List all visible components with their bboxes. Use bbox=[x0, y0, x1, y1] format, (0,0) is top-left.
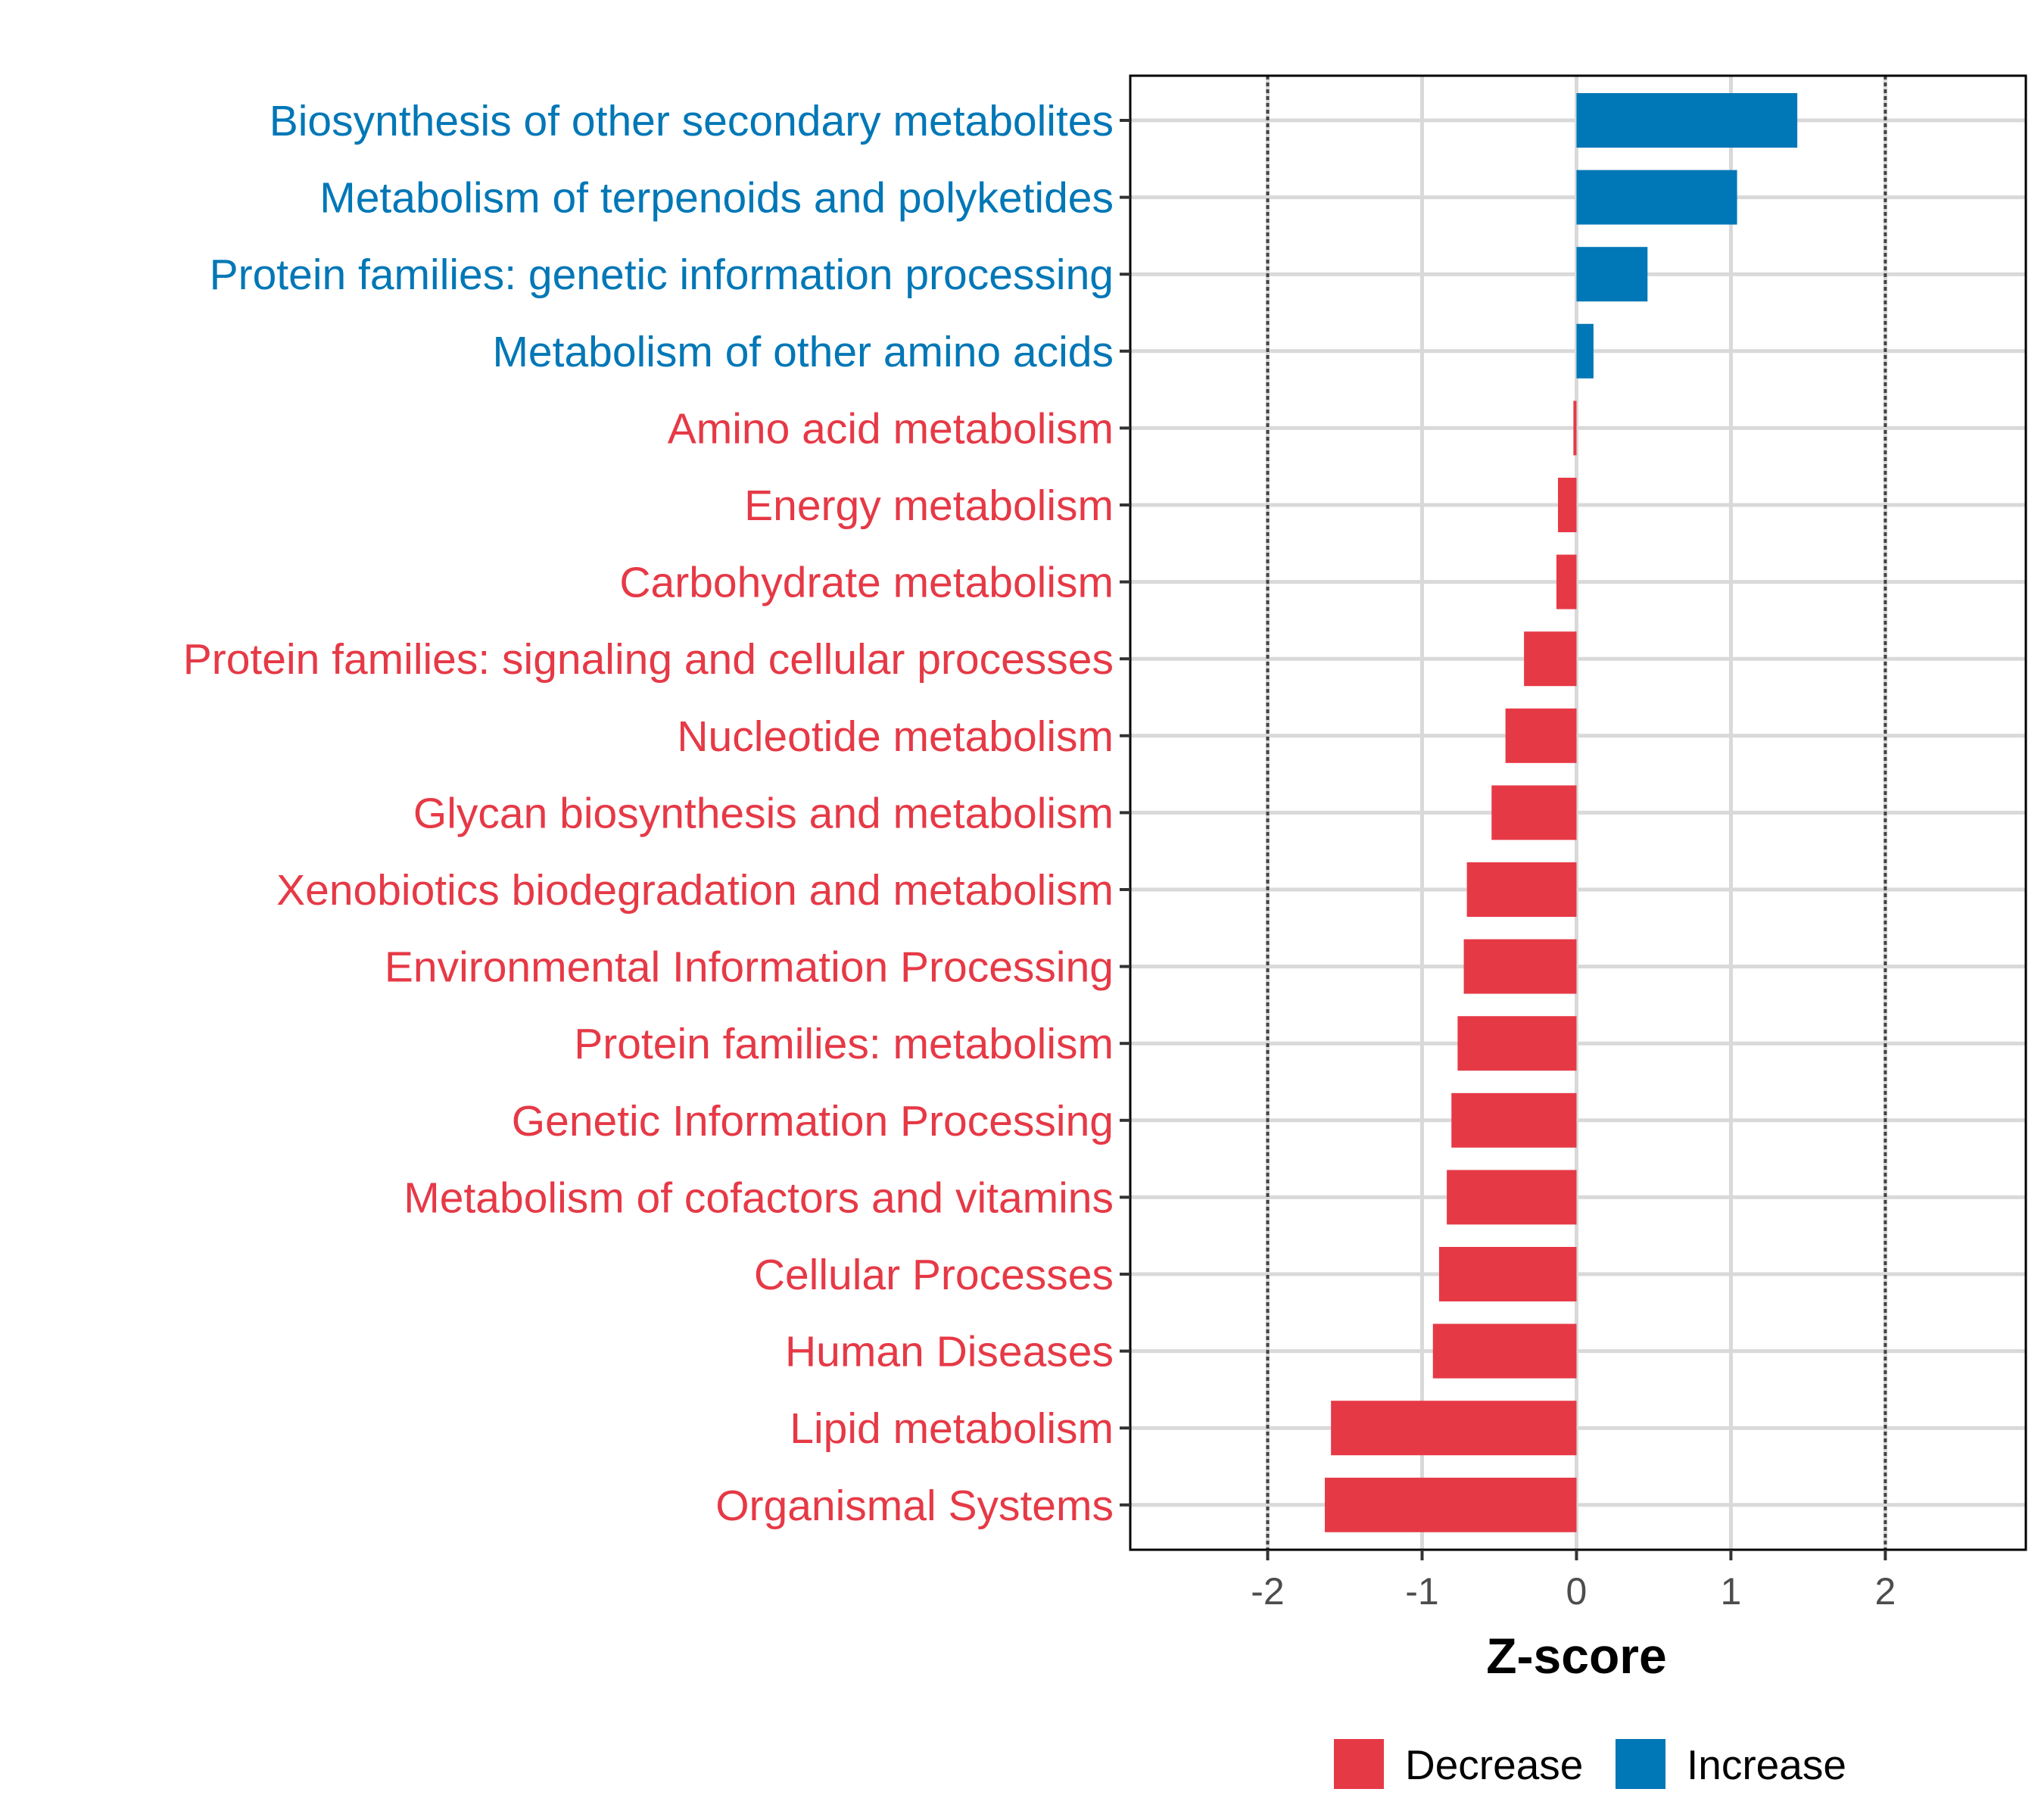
y-axis: Biosynthesis of other secondary metaboli… bbox=[183, 97, 1130, 1530]
bar-decrease bbox=[1447, 1170, 1577, 1225]
bar-decrease bbox=[1524, 631, 1577, 687]
grid-lines bbox=[1130, 76, 2026, 1550]
bar-decrease bbox=[1466, 862, 1577, 917]
category-label: Genetic Information Processing bbox=[512, 1097, 1114, 1145]
bar-decrease bbox=[1573, 400, 1577, 456]
category-label: Biosynthesis of other secondary metaboli… bbox=[270, 97, 1114, 145]
bars bbox=[1324, 93, 1798, 1532]
category-label: Metabolism of cofactors and vitamins bbox=[404, 1173, 1114, 1222]
bar-increase bbox=[1576, 247, 1648, 302]
bar-decrease bbox=[1324, 1477, 1577, 1532]
category-label: Cellular Processes bbox=[754, 1251, 1114, 1299]
legend-item-decrease: Decrease bbox=[1334, 1739, 1583, 1789]
reference-lines bbox=[1266, 76, 1887, 1550]
x-tick-label: 1 bbox=[1721, 1570, 1742, 1613]
bar-increase bbox=[1576, 93, 1798, 148]
bar-increase bbox=[1576, 170, 1737, 225]
legend-swatch bbox=[1334, 1739, 1384, 1789]
bar-decrease bbox=[1491, 785, 1577, 840]
bar-decrease bbox=[1463, 939, 1577, 994]
legend: Decrease Increase bbox=[1334, 1739, 1846, 1789]
x-tick-label: -2 bbox=[1251, 1570, 1284, 1613]
category-label: Energy metabolism bbox=[744, 482, 1114, 530]
category-label: Carbohydrate metabolism bbox=[619, 559, 1114, 607]
bar-decrease bbox=[1438, 1247, 1577, 1301]
category-label: Human Diseases bbox=[785, 1328, 1114, 1376]
x-axis-title: Z-score bbox=[1486, 1628, 1666, 1684]
category-label: Organismal Systems bbox=[715, 1482, 1114, 1530]
category-label: Nucleotide metabolism bbox=[677, 712, 1114, 761]
x-axis: -2 -1 0 1 2 bbox=[1251, 1550, 1896, 1613]
x-tick-label: 2 bbox=[1874, 1570, 1896, 1613]
category-label: Glycan biosynthesis and metabolism bbox=[413, 789, 1114, 837]
bar-increase bbox=[1576, 323, 1594, 379]
bar-decrease bbox=[1432, 1323, 1577, 1379]
legend-swatch bbox=[1616, 1739, 1665, 1789]
legend-label: Decrease bbox=[1405, 1741, 1583, 1788]
bar-decrease bbox=[1451, 1092, 1577, 1148]
category-label: Amino acid metabolism bbox=[668, 404, 1114, 453]
category-label: Metabolism of other amino acids bbox=[492, 328, 1114, 376]
category-label: Protein families: metabolism bbox=[574, 1020, 1114, 1068]
legend-label: Increase bbox=[1687, 1741, 1846, 1788]
category-label: Protein families: signaling and cellular… bbox=[183, 635, 1114, 684]
category-label: Lipid metabolism bbox=[790, 1404, 1114, 1453]
legend-item-increase: Increase bbox=[1616, 1739, 1846, 1789]
category-label: Metabolism of terpenoids and polyketides bbox=[319, 174, 1114, 223]
bar-decrease bbox=[1331, 1401, 1577, 1456]
bar-decrease bbox=[1457, 1016, 1577, 1071]
bar-decrease bbox=[1505, 708, 1577, 763]
category-label: Protein families: genetic information pr… bbox=[210, 251, 1114, 299]
x-tick-label: 0 bbox=[1566, 1570, 1588, 1613]
bar-decrease bbox=[1557, 478, 1577, 532]
category-label: Xenobiotics biodegradation and metabolis… bbox=[276, 866, 1114, 915]
category-label: Environmental Information Processing bbox=[385, 943, 1114, 992]
x-tick-label: -1 bbox=[1405, 1570, 1438, 1613]
bar-decrease bbox=[1556, 554, 1577, 609]
